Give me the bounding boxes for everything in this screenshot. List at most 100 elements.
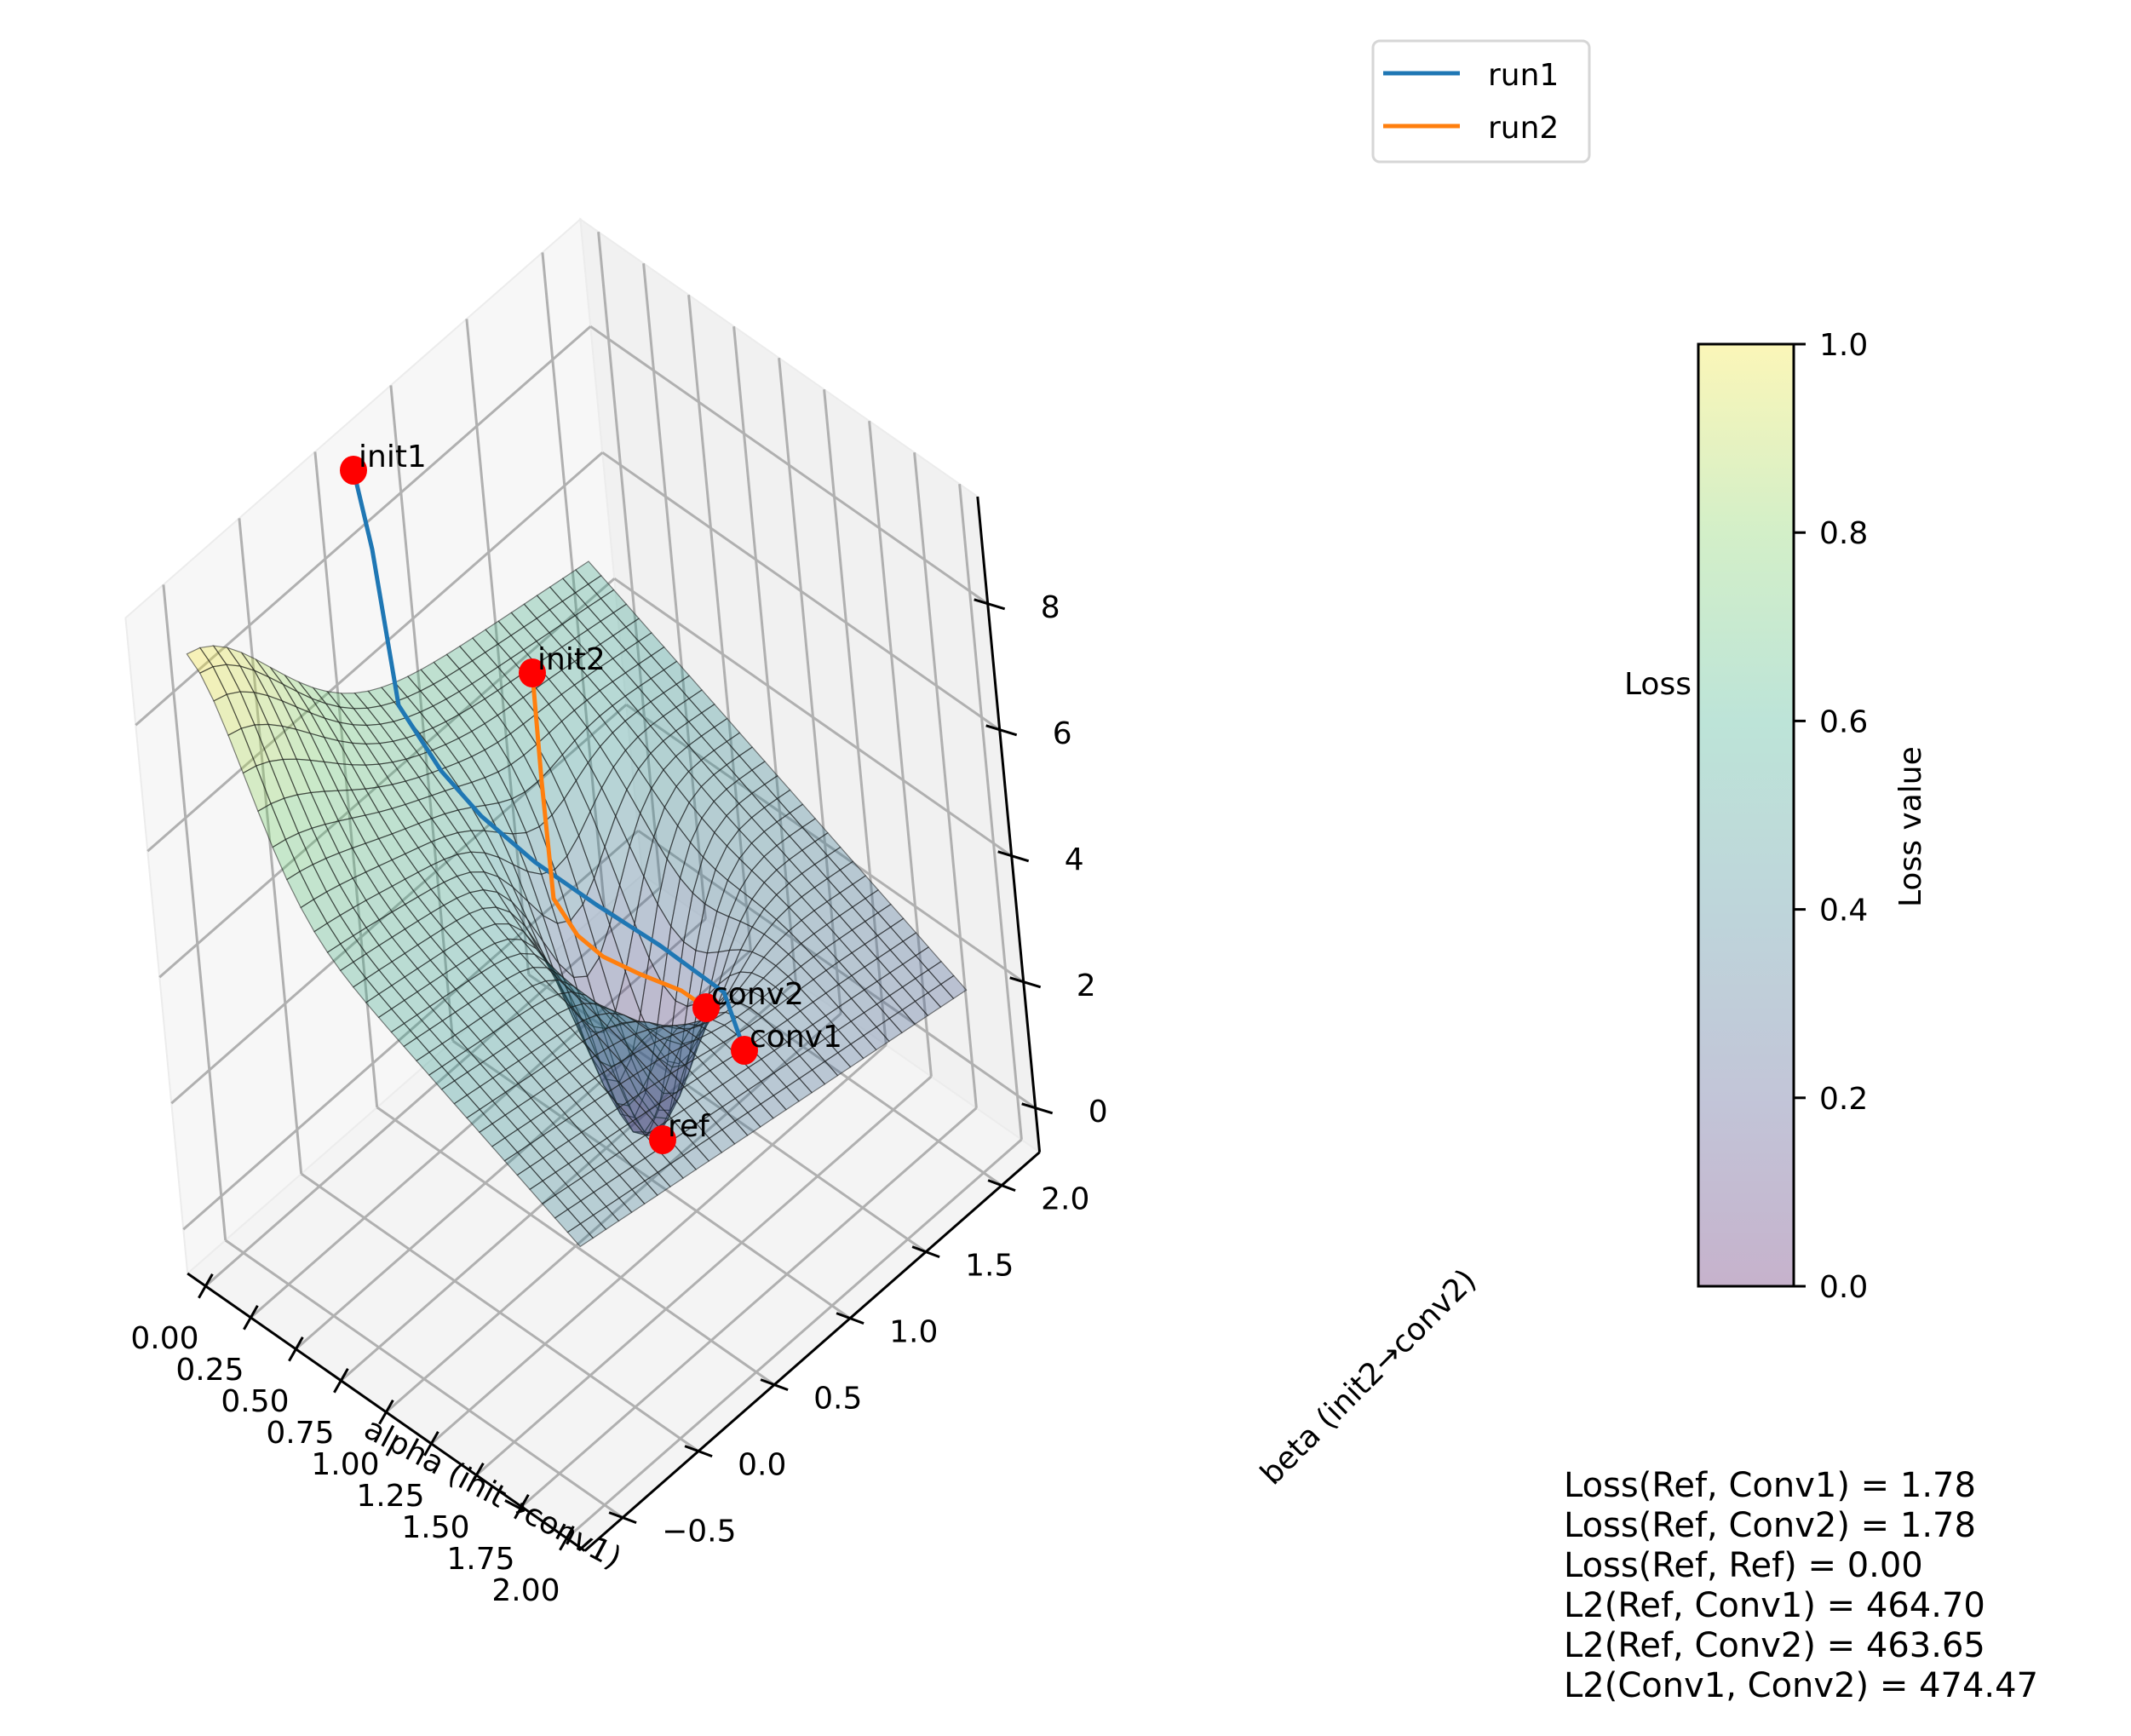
y-tick [760, 1378, 789, 1392]
x-tick [288, 1336, 304, 1362]
gridline-z-backwall [625, 703, 1025, 984]
z-tick [985, 724, 1018, 737]
gridline-z-leftwall [158, 578, 616, 979]
y-tick-label: −0.5 [662, 1515, 736, 1549]
y-axis-line [583, 1151, 1041, 1552]
point-init1 [340, 456, 367, 485]
y-tick [608, 1511, 637, 1525]
stat-l2-ref-conv2: L2(Ref, Conv2) = 463.65 [1564, 1626, 1985, 1665]
x-tick-label: 0.00 [130, 1321, 198, 1356]
stat-loss-ref-conv2: Loss(Ref, Conv2) = 1.78 [1564, 1506, 1976, 1545]
gridline-x-backwall [913, 452, 978, 1108]
stats-annotations: Loss(Ref, Conv1) = 1.78 Loss(Ref, Conv2)… [1564, 1466, 2038, 1705]
colorbar-tick-label: 0.4 [1819, 894, 1868, 928]
y-tick [836, 1312, 864, 1325]
gridline-x-floor [385, 1012, 842, 1413]
legend-label-run2: run2 [1488, 111, 1559, 146]
gridline-x-floor [204, 886, 662, 1287]
gridline-x-floor [566, 1138, 1023, 1539]
x-tick [198, 1273, 214, 1299]
gridline-z-backwall [589, 325, 989, 606]
legend: run1 run2 [1371, 39, 1591, 164]
colorbar-tick-label: 1.0 [1819, 328, 1868, 363]
x-tick-label: 2.00 [491, 1573, 560, 1608]
gridline-x-backwall [732, 326, 797, 982]
point-label-conv1: conv1 [750, 1020, 842, 1055]
legend-label-run1: run1 [1488, 58, 1559, 93]
stat-l2-ref-conv1: L2(Ref, Conv1) = 464.70 [1564, 1586, 1985, 1625]
stat-loss-ref-ref: Loss(Ref, Ref) = 0.00 [1564, 1546, 1923, 1585]
colorbar-tick-label: 0.6 [1819, 704, 1868, 739]
z-axis-line [976, 496, 1042, 1153]
z-tick-label: 4 [1065, 842, 1084, 877]
gridline-x-backwall [687, 295, 752, 951]
y-tick-label: 1.0 [889, 1315, 938, 1350]
surface-patch [566, 1222, 594, 1248]
x-tick [378, 1400, 394, 1425]
z-tick [974, 598, 1006, 611]
gridline-x-backwall [597, 232, 662, 888]
z-tick-label: 8 [1041, 590, 1060, 625]
point-label-init2: init2 [537, 642, 606, 677]
gridline-x-floor [430, 1043, 887, 1445]
tick-labels: 0.000.250.500.751.001.251.501.752.00−0.5… [130, 590, 1107, 1608]
gridline-y-floor [224, 1239, 623, 1519]
gridline-x-floor [475, 1075, 933, 1476]
y-tick-label: 0.5 [813, 1382, 862, 1417]
trajectories [351, 469, 747, 1051]
x-tick [514, 1494, 530, 1520]
point-ref [649, 1125, 676, 1154]
gridline-x-backwall [868, 421, 933, 1077]
x-tick [333, 1368, 349, 1394]
y-tick-label: 1.5 [965, 1249, 1014, 1284]
gridline-y-leftwall [465, 319, 531, 975]
point-conv2 [692, 993, 720, 1022]
x-tick [423, 1431, 439, 1457]
y-tick [684, 1445, 713, 1458]
stat-loss-ref-conv1: Loss(Ref, Conv1) = 1.78 [1564, 1466, 1976, 1505]
gridline-z-leftwall [135, 325, 592, 727]
gridline-z-backwall [637, 829, 1037, 1110]
point-label-init1: init1 [359, 440, 427, 474]
gridline-y-leftwall [541, 252, 606, 909]
gridline-x-backwall [958, 484, 1023, 1140]
x-tick-label: 1.75 [446, 1542, 514, 1577]
z-tick [997, 850, 1030, 863]
x-tick [559, 1526, 575, 1551]
x-tick-label: 0.75 [266, 1416, 334, 1451]
gridline-x-backwall [823, 389, 887, 1045]
colorbar-ticks: 0.0 0.2 0.4 0.6 0.8 1.0 [1794, 328, 1868, 1305]
trajectory-run1 [351, 469, 747, 1051]
gridline-y-floor [300, 1172, 699, 1452]
gridline-y-leftwall [238, 518, 303, 1175]
y-tick-label: 2.0 [1041, 1182, 1089, 1217]
gridline-z-backwall [601, 451, 1001, 732]
colorbar-label: Loss value [1893, 746, 1928, 907]
x-tick-label: 0.25 [175, 1353, 244, 1388]
x-tick-label: 1.50 [401, 1510, 469, 1545]
gridline-z-backwall [613, 577, 1013, 858]
gridline-x-floor [295, 949, 752, 1350]
point-label-conv2: conv2 [711, 977, 804, 1012]
x-tick-label: 1.00 [311, 1447, 379, 1482]
x-tick-label: 0.50 [221, 1384, 289, 1419]
colorbar: 0.0 0.2 0.4 0.6 0.8 1.0 Loss value [1697, 328, 1928, 1305]
colorbar-tick-label: 0.0 [1819, 1270, 1868, 1305]
gridline-y-floor [451, 1039, 851, 1319]
gridline-z-leftwall [182, 830, 640, 1231]
x-tick [468, 1463, 485, 1488]
gridlines [135, 232, 1037, 1539]
gridline-x-backwall [778, 358, 842, 1014]
point-conv1 [731, 1036, 758, 1065]
x-tick [243, 1305, 259, 1331]
gridline-x-floor [520, 1107, 978, 1508]
y-axis-title: beta (init2→conv2) [1254, 1262, 1483, 1492]
stat-l2-conv1-conv2: L2(Conv1, Conv2) = 474.47 [1564, 1666, 2038, 1705]
gridline-x-floor [340, 980, 797, 1382]
colorbar-gradient [1697, 342, 1795, 1288]
y-tick-label: 0.0 [738, 1448, 786, 1483]
point-label-ref: ref [668, 1109, 710, 1144]
key-points: init1 init2 conv2 conv1 ref [340, 440, 842, 1154]
gridline-y-leftwall [389, 385, 455, 1042]
